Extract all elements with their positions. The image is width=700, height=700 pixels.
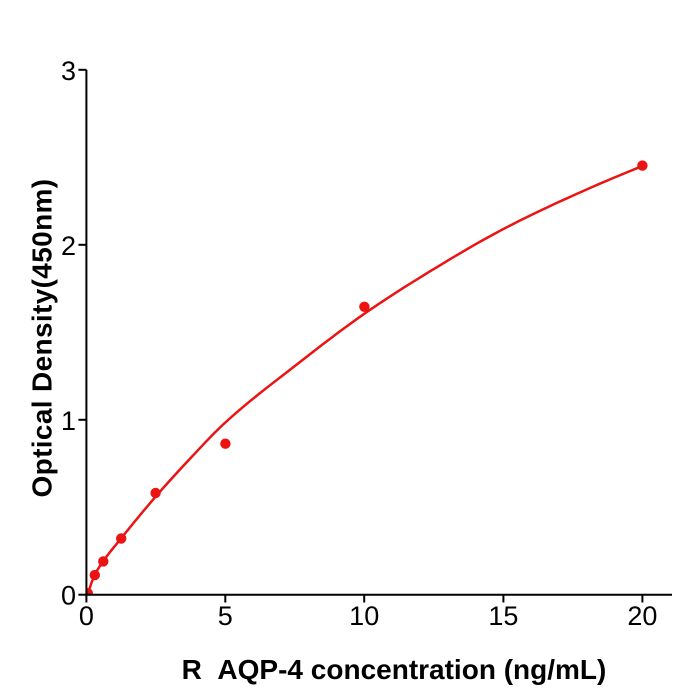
svg-text:3: 3 [61,56,76,86]
svg-text:10: 10 [349,601,379,631]
svg-text:5: 5 [218,601,233,631]
svg-text:0: 0 [61,581,76,611]
svg-text:1: 1 [61,406,76,436]
svg-text:15: 15 [488,601,518,631]
svg-text:R AQP-4 concentration (ng/mL): R AQP-4 concentration (ng/mL) [182,654,607,685]
svg-text:20: 20 [627,601,657,631]
svg-text:2: 2 [61,231,76,261]
svg-text:0: 0 [79,601,94,631]
svg-text:Optical Density(450nm): Optical Density(450nm) [27,179,58,498]
